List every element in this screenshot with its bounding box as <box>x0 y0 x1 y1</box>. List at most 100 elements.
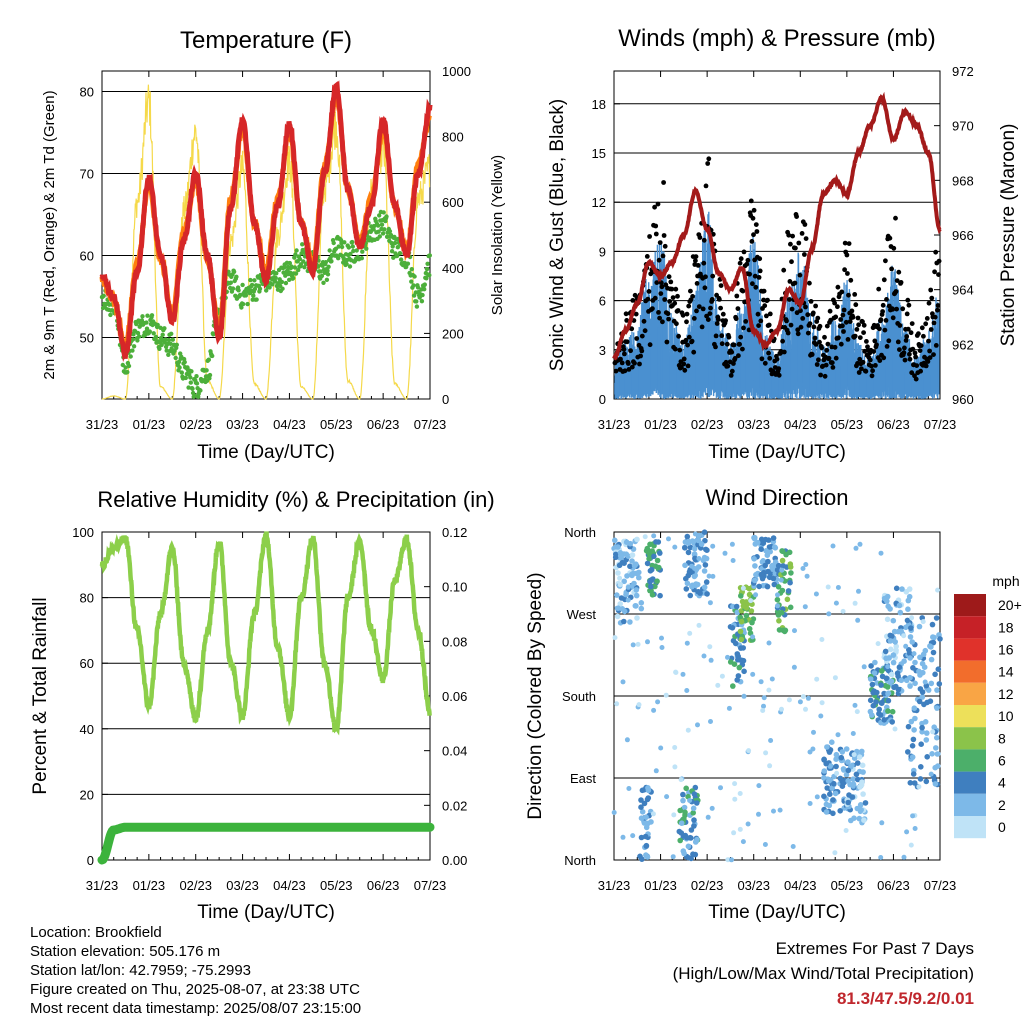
gust-point <box>757 256 763 262</box>
wind-direction-point <box>779 567 785 573</box>
wind-direction-point <box>750 671 756 677</box>
gust-point <box>781 267 787 273</box>
wind-direction-point <box>738 636 745 643</box>
gust-point <box>805 330 811 336</box>
gust-point <box>674 321 679 327</box>
wind-direction-point <box>877 712 884 718</box>
wind-direction-point <box>908 718 915 725</box>
wind-direction-point <box>771 544 778 550</box>
speed-legend-swatch <box>954 616 986 639</box>
speed-legend-swatch <box>954 793 986 816</box>
gust-point <box>822 334 827 340</box>
wind-direction-point <box>758 571 765 578</box>
wind-direction-point <box>785 588 792 594</box>
dewpoint-point <box>427 273 432 278</box>
wind-direction-point <box>756 583 762 590</box>
gust-point <box>909 321 915 326</box>
wind-direction-point <box>869 681 876 688</box>
y-tick-label: 9 <box>599 244 606 259</box>
y2-tick-label: 962 <box>952 337 974 352</box>
x-tick-label: 06/23 <box>877 878 910 893</box>
gust-point <box>672 300 678 306</box>
wind-direction-point <box>616 562 623 569</box>
dewpoint-point <box>240 301 246 307</box>
gust-point <box>797 272 803 278</box>
wind-direction-point <box>905 606 911 612</box>
dewpoint-point <box>381 210 386 215</box>
wind-direction-point <box>890 617 897 624</box>
wind-direction-point <box>701 529 708 535</box>
gust-point <box>794 214 799 220</box>
dewpoint-point <box>131 344 137 349</box>
gust-point <box>656 257 662 263</box>
gust-point <box>718 305 723 311</box>
wind-direction-point <box>889 708 896 715</box>
wind-direction-point <box>838 754 845 761</box>
wind-direction-point <box>687 798 693 803</box>
gust-point <box>666 274 672 280</box>
wind-direction-point <box>904 617 911 624</box>
dewpoint-point <box>397 251 403 256</box>
x-tick-label: 07/23 <box>924 878 957 893</box>
wind-direction-point <box>897 609 904 616</box>
gust-point <box>843 319 849 325</box>
wind-direction-point <box>673 670 679 675</box>
wind-direction-point <box>696 556 702 561</box>
dewpoint-point <box>252 278 257 283</box>
gust-point <box>688 288 693 294</box>
wind-direction-point <box>932 671 938 678</box>
wind-direction-point <box>875 641 881 647</box>
wind-direction-point <box>934 705 940 711</box>
gust-point <box>811 324 817 330</box>
wind-direction-point <box>621 608 628 615</box>
speed-legend-swatch <box>954 594 986 617</box>
gust-point <box>881 355 887 361</box>
wind-direction-point <box>811 729 816 735</box>
dewpoint-point <box>160 332 165 337</box>
wind-direction-point <box>928 644 934 650</box>
gust-point <box>861 330 866 335</box>
gust-point <box>647 234 652 239</box>
wind-direction-point <box>827 791 833 797</box>
wind-direction-point <box>649 562 655 569</box>
wind-direction-point <box>918 741 924 747</box>
wind-direction-point <box>766 687 772 693</box>
y2-tick-label: 964 <box>952 283 974 298</box>
gust-point <box>876 286 882 292</box>
gust-point <box>842 240 848 246</box>
dewpoint-point <box>182 359 187 365</box>
y-tick-label: 6 <box>599 294 606 309</box>
gust-point <box>792 280 798 286</box>
gust-point <box>715 317 721 322</box>
dewpoint-point <box>236 288 241 293</box>
wind-direction-point <box>741 693 747 699</box>
wind-direction-point <box>873 699 879 705</box>
y2-tick-label: 0.12 <box>442 525 467 540</box>
dewpoint-point <box>392 240 398 246</box>
gust-point <box>884 344 890 349</box>
gust-point <box>846 292 851 298</box>
gust-point <box>708 305 713 311</box>
gust-point <box>847 319 853 324</box>
dewpoint-point <box>390 244 395 249</box>
gust-point <box>726 334 732 340</box>
wind-direction-point <box>867 676 874 682</box>
wind-direction-point <box>689 583 695 590</box>
wind-direction-point <box>769 676 775 682</box>
gust-point <box>740 288 746 294</box>
gust-point <box>637 361 642 367</box>
wind-direction-point <box>778 577 784 583</box>
dewpoint-point <box>344 261 349 267</box>
wind-direction-point <box>751 556 757 562</box>
wind-direction-point <box>636 702 642 708</box>
dewpoint-point <box>239 305 244 310</box>
wind-direction-point <box>892 726 898 732</box>
gust-point <box>916 331 921 337</box>
wind-direction-point <box>641 800 648 807</box>
wind-direction-point <box>893 683 899 690</box>
wind-direction-point <box>917 654 923 661</box>
gust-point <box>700 306 706 312</box>
wind-direction-point <box>928 680 935 687</box>
gust-point <box>839 289 845 295</box>
dewpoint-point <box>252 286 258 292</box>
